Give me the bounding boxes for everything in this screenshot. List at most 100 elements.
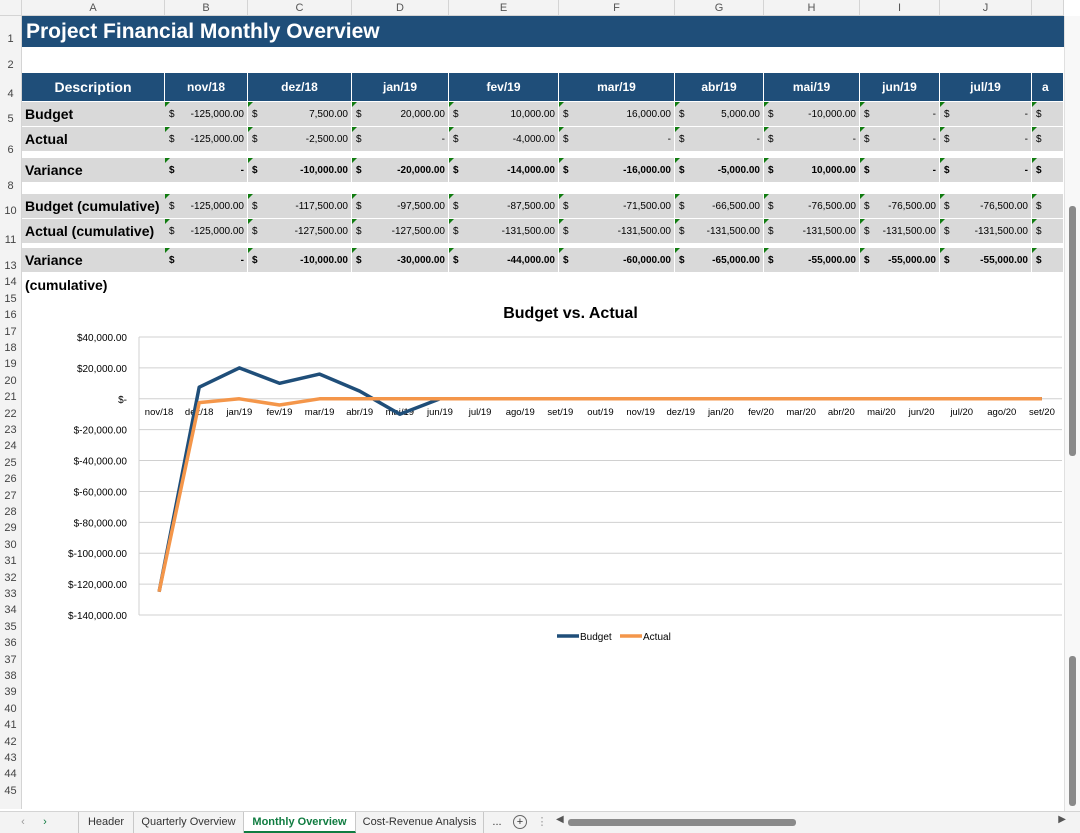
- row-header[interactable]: 8: [0, 158, 22, 194]
- column-header[interactable]: F: [559, 0, 675, 16]
- value-cell[interactable]: $ -55,000.00: [940, 248, 1032, 273]
- value-cell[interactable]: $10,000.00: [764, 158, 860, 183]
- value-cell[interactable]: $20,000.00: [352, 102, 449, 127]
- value-cell[interactable]: $ -60,000.00: [559, 248, 675, 273]
- value-cell[interactable]: $ -117,500.00: [248, 194, 352, 219]
- value-cell[interactable]: $ -55,000.00: [860, 248, 940, 273]
- row-header[interactable]: 11: [0, 219, 22, 248]
- value-cell[interactable]: $: [1032, 102, 1064, 127]
- value-cell[interactable]: $ -4,000.00: [449, 127, 559, 152]
- row-header[interactable]: 41: [0, 716, 22, 734]
- row-header[interactable]: 15: [0, 290, 22, 307]
- scroll-thumb-lower[interactable]: [1069, 656, 1076, 806]
- row-header[interactable]: 21: [0, 388, 22, 406]
- column-header[interactable]: I: [860, 0, 940, 16]
- row-header[interactable]: 19: [0, 356, 22, 373]
- scroll-thumb[interactable]: [1069, 206, 1076, 456]
- row-header[interactable]: 33: [0, 585, 22, 602]
- row-header[interactable]: 16: [0, 306, 22, 324]
- row-header[interactable]: 13: [0, 248, 22, 274]
- value-cell[interactable]: $: [1032, 127, 1064, 152]
- value-cell[interactable]: $ -: [165, 248, 248, 273]
- value-cell[interactable]: $ -: [675, 127, 764, 152]
- value-cell[interactable]: $ -131,500.00: [675, 219, 764, 244]
- scroll-left-arrow[interactable]: ◀: [556, 814, 564, 825]
- value-cell[interactable]: $ -66,500.00: [675, 194, 764, 219]
- row-header[interactable]: 18: [0, 339, 22, 356]
- row-header[interactable]: 34: [0, 602, 22, 619]
- value-cell[interactable]: $ -125,000.00: [165, 127, 248, 152]
- value-cell[interactable]: $ -: [165, 158, 248, 183]
- value-cell[interactable]: $ -127,500.00: [352, 219, 449, 244]
- row-header[interactable]: 45: [0, 782, 22, 799]
- value-cell[interactable]: $ -131,500.00: [449, 219, 559, 244]
- value-cell[interactable]: $: [1032, 158, 1064, 183]
- value-cell[interactable]: $ -: [860, 158, 940, 183]
- vertical-scrollbar[interactable]: [1064, 16, 1080, 811]
- value-cell[interactable]: $16,000.00: [559, 102, 675, 127]
- budget-actual-chart[interactable]: Budget vs. Actual $40,000.00 $20,000.00 $- $…: [22, 290, 1064, 655]
- column-header[interactable]: G: [675, 0, 764, 16]
- value-cell[interactable]: $ -: [764, 127, 860, 152]
- row-header[interactable]: 22: [0, 405, 22, 422]
- value-cell[interactable]: $ -: [860, 102, 940, 127]
- value-cell[interactable]: $ -30,000.00: [352, 248, 449, 273]
- value-cell[interactable]: $ -: [940, 158, 1032, 183]
- value-cell[interactable]: $: [1032, 219, 1064, 244]
- tab-cost-revenue-analysis[interactable]: Cost-Revenue Analysis: [356, 812, 484, 833]
- options-icon[interactable]: ⋮: [536, 816, 548, 828]
- tab-scroll-right[interactable]: ›: [43, 816, 47, 828]
- column-header[interactable]: D: [352, 0, 449, 16]
- row-header[interactable]: 40: [0, 700, 22, 717]
- value-cell[interactable]: $ -125,000.00: [165, 102, 248, 127]
- row-header[interactable]: 42: [0, 733, 22, 750]
- row-header[interactable]: 37: [0, 651, 22, 668]
- row-header[interactable]: 5: [0, 102, 22, 127]
- value-cell[interactable]: $ -131,500.00: [940, 219, 1032, 244]
- value-cell[interactable]: $ -65,000.00: [675, 248, 764, 273]
- value-cell[interactable]: $ -2,500.00: [248, 127, 352, 152]
- row-header[interactable]: 20: [0, 372, 22, 389]
- horizontal-scroll-thumb[interactable]: [568, 819, 796, 826]
- row-header[interactable]: 6: [0, 127, 22, 158]
- value-cell[interactable]: $ -: [940, 127, 1032, 152]
- add-sheet-icon[interactable]: +: [510, 812, 530, 833]
- column-header[interactable]: C: [248, 0, 352, 16]
- value-cell[interactable]: $ -127,500.00: [248, 219, 352, 244]
- row-header[interactable]: 4: [0, 73, 22, 102]
- row-header[interactable]: 36: [0, 634, 22, 652]
- column-header[interactable]: B: [165, 0, 248, 16]
- value-cell[interactable]: $ -131,500.00: [764, 219, 860, 244]
- value-cell[interactable]: $ -5,000.00: [675, 158, 764, 183]
- value-cell[interactable]: $ -76,500.00: [764, 194, 860, 219]
- row-header[interactable]: 10: [0, 194, 22, 219]
- value-cell[interactable]: $ -10,000.00: [764, 102, 860, 127]
- value-cell[interactable]: $ -10,000.00: [248, 248, 352, 273]
- column-header[interactable]: E: [449, 0, 559, 16]
- row-header[interactable]: 30: [0, 536, 22, 553]
- value-cell[interactable]: $: [1032, 248, 1064, 273]
- value-cell[interactable]: $ -87,500.00: [449, 194, 559, 219]
- row-header[interactable]: 28: [0, 503, 22, 520]
- value-cell[interactable]: $7,500.00: [248, 102, 352, 127]
- row-header[interactable]: 27: [0, 487, 22, 504]
- column-header[interactable]: A: [22, 0, 165, 16]
- column-header[interactable]: J: [940, 0, 1032, 16]
- row-header[interactable]: 38: [0, 667, 22, 684]
- value-cell[interactable]: $ -: [940, 102, 1032, 127]
- value-cell[interactable]: $ -: [352, 127, 449, 152]
- select-all-corner[interactable]: [0, 0, 22, 16]
- row-header[interactable]: 26: [0, 470, 22, 488]
- value-cell[interactable]: $: [1032, 194, 1064, 219]
- value-cell[interactable]: $10,000.00: [449, 102, 559, 127]
- value-cell[interactable]: $ -131,500.00: [860, 219, 940, 244]
- row-header[interactable]: 2: [0, 47, 22, 73]
- tab-monthly-overview[interactable]: Monthly Overview: [244, 812, 356, 833]
- row-header[interactable]: 23: [0, 421, 22, 438]
- value-cell[interactable]: $ -10,000.00: [248, 158, 352, 183]
- value-cell[interactable]: $ -125,000.00: [165, 194, 248, 219]
- more-tabs-button[interactable]: ...: [492, 816, 502, 828]
- value-cell[interactable]: $ -14,000.00: [449, 158, 559, 183]
- value-cell[interactable]: $ -76,500.00: [940, 194, 1032, 219]
- value-cell[interactable]: $ -: [860, 127, 940, 152]
